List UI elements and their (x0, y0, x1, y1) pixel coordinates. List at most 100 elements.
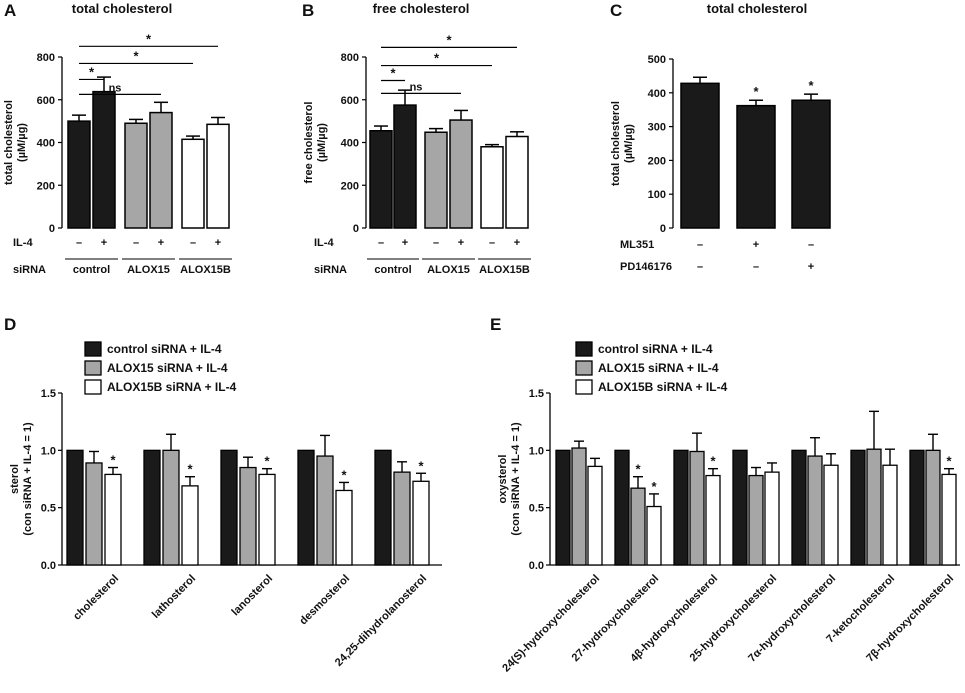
condition-row-label: PD146176 (620, 261, 672, 273)
bar (791, 449, 807, 566)
bar (673, 449, 689, 566)
bar (374, 449, 392, 566)
condition-value: – (697, 261, 703, 273)
significance-star: * (187, 462, 193, 477)
y-tick-label: 200 (648, 155, 666, 167)
condition-value: + (402, 237, 408, 249)
bar (181, 138, 205, 229)
significance-star: * (341, 467, 347, 482)
significance-star: * (89, 64, 95, 79)
y-axis-label-line: (µM/µg) (623, 124, 635, 163)
y-tick-label: 0 (49, 223, 55, 235)
significance-star: * (110, 453, 116, 468)
group-label: control (374, 264, 411, 276)
panel-label-b: B (302, 1, 314, 20)
legend-swatch (575, 341, 593, 357)
bar (149, 111, 173, 229)
bar (104, 473, 122, 566)
bar (393, 104, 417, 229)
condition-value: + (158, 237, 164, 249)
bar (424, 131, 448, 229)
bar (614, 449, 630, 566)
bar (316, 455, 334, 566)
y-tick-label: 600 (341, 95, 359, 107)
condition-row-label: ML351 (620, 239, 654, 251)
y-axis-label: total cholesterol(µM/µg) (3, 100, 28, 185)
y-tick-label: 0 (660, 223, 666, 235)
significance-star: * (390, 66, 396, 81)
panel-a-title: total cholesterol (72, 1, 172, 16)
y-tick-label: 400 (341, 138, 359, 150)
bar (66, 449, 84, 566)
bar (143, 449, 161, 566)
bar (480, 146, 504, 229)
bar (85, 462, 103, 566)
y-tick-label: 500 (648, 54, 666, 66)
group-label: control (73, 264, 110, 276)
panel-label-a: A (4, 1, 16, 20)
ns-label: ns (109, 82, 122, 94)
condition-value: – (697, 239, 703, 251)
y-tick-label: 800 (341, 52, 359, 64)
y-tick-label: 1.0 (529, 445, 544, 457)
y-tick-label: 100 (648, 189, 666, 201)
bar (736, 104, 776, 229)
condition-value: + (514, 237, 520, 249)
legend-entry: ALOX15 siRNA + IL-4 (107, 361, 228, 375)
y-tick-label: 600 (37, 95, 55, 107)
legend-entry: control siRNA + IL-4 (107, 342, 222, 356)
bar (335, 489, 353, 566)
significance-star: * (446, 32, 452, 47)
group-label: ALOX15B (479, 264, 530, 276)
panel-e-chart: 0.0 0.5 1.0 1.5 oxysterol(con siRNA + IL-4 =… (497, 341, 960, 674)
panel-c-chart: 0 100 200 300 400 500 total cholesterol(µM/µg)… (610, 54, 831, 273)
bar (571, 447, 587, 566)
condition-row-label: siRNA (13, 264, 46, 276)
significance-star: * (264, 454, 270, 469)
bar (646, 505, 662, 566)
condition-row-label: IL-4 (13, 237, 33, 249)
y-tick-label: 400 (37, 138, 55, 150)
bar (258, 473, 276, 566)
legend-entry: control siRNA + IL-4 (598, 342, 713, 356)
y-tick-label: 400 (648, 88, 666, 100)
condition-value: + (458, 237, 464, 249)
significance-star: * (651, 479, 657, 494)
y-axis-label: oxysterol(con siRNA + IL-4 = 1) (497, 422, 522, 536)
bar (162, 449, 180, 566)
legend-swatch (84, 379, 102, 395)
legend-entry: ALOX15B siRNA + IL-4 (598, 380, 728, 394)
bar (67, 120, 91, 229)
legend-entry: ALOX15 siRNA + IL-4 (598, 361, 719, 375)
bar (124, 122, 148, 229)
bar (505, 135, 529, 229)
significance-star: * (146, 31, 152, 46)
y-tick-label: 1.5 (41, 388, 56, 400)
y-axis-label-line: (µM/µg) (316, 123, 328, 162)
y-tick-label: 800 (37, 52, 55, 64)
condition-value: – (808, 239, 814, 251)
bar (764, 471, 780, 566)
bar (181, 485, 199, 566)
y-axis-label-line: (con siRNA + IL-4 = 1) (22, 422, 34, 536)
panel-b-title: free cholesterol (373, 1, 470, 16)
bar (807, 455, 823, 566)
legend-swatch (84, 341, 102, 357)
condition-value: – (433, 237, 439, 249)
y-tick-label: 200 (37, 180, 55, 192)
bar (925, 449, 941, 566)
condition-value: – (190, 237, 196, 249)
y-tick-label: 0 (353, 223, 359, 235)
condition-value: + (215, 237, 221, 249)
bar (941, 473, 957, 566)
significance-star: * (133, 48, 139, 63)
condition-value: – (76, 237, 82, 249)
significance-star: * (635, 462, 641, 477)
y-tick-label: 0.0 (529, 560, 544, 572)
bar (206, 123, 230, 229)
x-category-label: cholesterol (71, 573, 121, 623)
bar (823, 464, 839, 566)
y-axis-label: total cholesterol(µM/µg) (610, 101, 635, 186)
bar (220, 449, 238, 566)
y-tick-label: 300 (648, 122, 666, 134)
